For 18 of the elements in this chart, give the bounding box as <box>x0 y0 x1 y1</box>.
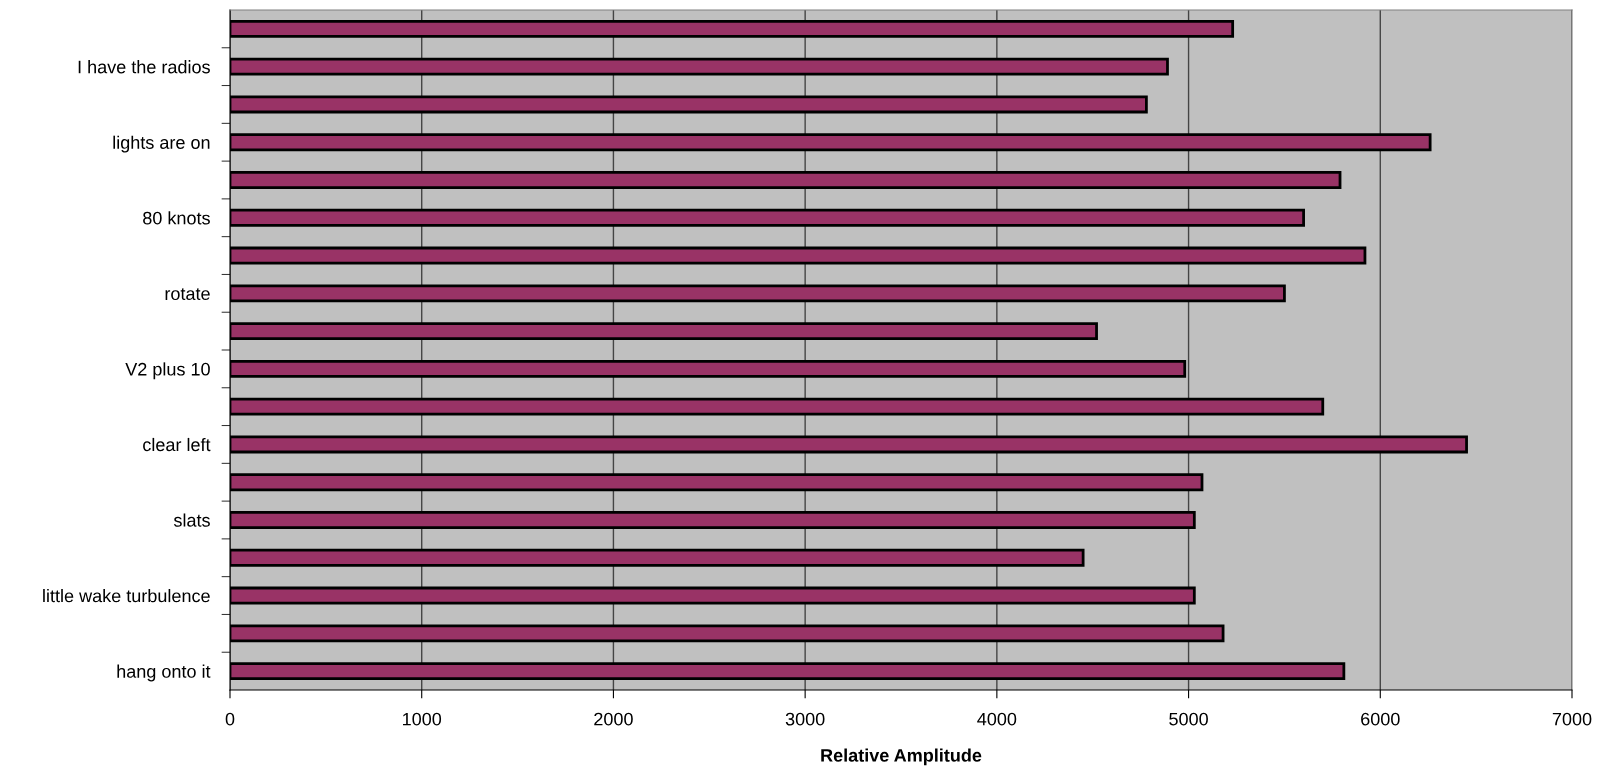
x-tick-label: 2000 <box>594 712 633 726</box>
x-tick-label: 3000 <box>785 712 825 726</box>
y-tick-label: lights are on <box>113 135 210 153</box>
x-tick-label: 4000 <box>977 712 1017 726</box>
x-tick-label: 6000 <box>1361 712 1400 726</box>
y-tick-label: hang onto it <box>117 664 211 682</box>
y-tick-label: 80 knots <box>143 211 210 225</box>
y-tick-label: rotate <box>165 288 210 301</box>
y-tick-label: clear left <box>143 437 211 452</box>
y-tick-label: V2 plus 10 <box>125 362 210 380</box>
x-tick-label: 5000 <box>1169 712 1208 726</box>
x-tick-label: 1000 <box>403 712 442 726</box>
x-tick-label: 0 <box>225 712 235 726</box>
y-tick-label: I have the radios <box>78 60 210 74</box>
y-tick-label: little wake turbulence <box>43 589 210 603</box>
y-tick-label: slats <box>173 513 210 527</box>
x-tick-label: 7000 <box>1552 712 1592 726</box>
x-axis-title: Relative Amplitude <box>821 748 982 766</box>
